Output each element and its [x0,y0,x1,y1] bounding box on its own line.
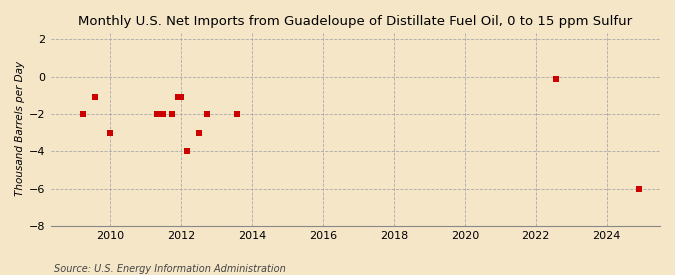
Point [90,95,101,100]
Point [173,95,184,100]
Point [193,130,204,135]
Y-axis label: Thousand Barrels per Day: Thousand Barrels per Day [15,61,25,196]
Point [105,130,115,135]
Point [634,186,645,191]
Point [167,112,178,116]
Point [202,112,213,116]
Point [232,112,242,116]
Point [551,76,562,81]
Title: Monthly U.S. Net Imports from Guadeloupe of Distillate Fuel Oil, 0 to 15 ppm Sul: Monthly U.S. Net Imports from Guadeloupe… [78,15,632,28]
Text: Source: U.S. Energy Information Administration: Source: U.S. Energy Information Administ… [54,264,286,274]
Point [182,149,192,153]
Point [78,112,88,116]
Point [158,112,169,116]
Point [152,112,163,116]
Point [176,95,186,100]
